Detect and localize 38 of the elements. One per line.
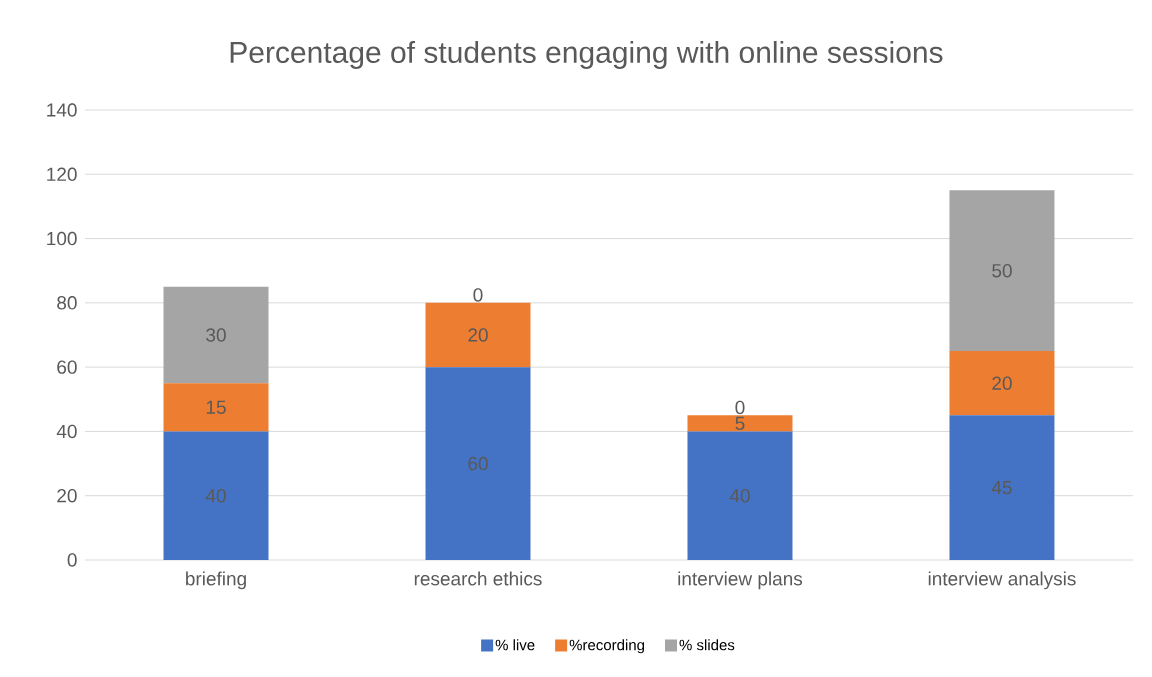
data-label: 20 <box>992 376 1012 390</box>
bar <box>949 351 1055 416</box>
bar <box>163 286 269 384</box>
y-tick-label: 20 <box>57 488 77 503</box>
bar <box>163 431 269 560</box>
data-label: 40 <box>205 488 226 503</box>
bar <box>163 383 269 432</box>
data-label: 5 <box>735 416 745 431</box>
y-tick-label: 80 <box>57 296 77 310</box>
legend-label: % slides <box>679 639 735 651</box>
chart-title: Percentage of students engaging with online sessions <box>230 41 943 69</box>
data-label: 30 <box>206 328 226 342</box>
y-tick-label: 140 <box>47 103 77 117</box>
x-tick-label: briefing <box>186 571 246 590</box>
legend-label: %recording <box>569 639 645 654</box>
data-label: 45 <box>991 481 1012 495</box>
y-tick-label: 60 <box>57 360 77 374</box>
bar <box>425 367 531 560</box>
bar <box>425 302 531 368</box>
data-label: 20 <box>468 328 488 342</box>
y-tick-label: 100 <box>47 231 77 246</box>
data-label: 40 <box>729 488 750 503</box>
data-label: 0 <box>735 400 745 415</box>
y-tick-label: 0 <box>67 553 77 567</box>
data-label: 15 <box>206 400 226 414</box>
legend-label: % live <box>495 639 535 651</box>
data-label: 0 <box>473 288 483 302</box>
x-tick-label: interview plans <box>678 571 803 590</box>
y-tick-label: 120 <box>47 167 77 182</box>
y-tick-label: 40 <box>56 424 77 439</box>
x-tick-label: research ethics <box>414 571 542 586</box>
bar <box>687 415 793 432</box>
bar <box>949 190 1055 352</box>
bar <box>949 415 1055 560</box>
data-label: 60 <box>468 456 488 471</box>
data-label: 50 <box>992 263 1012 278</box>
bar <box>687 431 793 560</box>
x-tick-label: interview analysis <box>928 571 1076 590</box>
